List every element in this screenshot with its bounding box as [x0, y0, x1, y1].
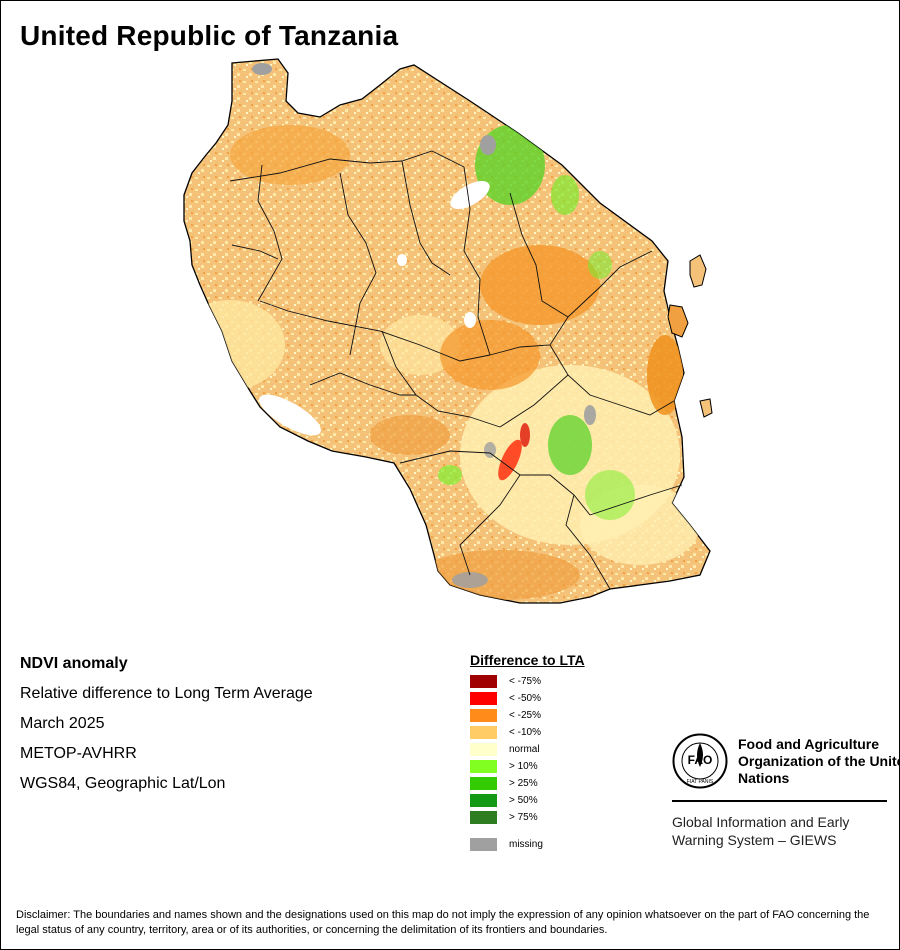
- legend-swatch: [470, 811, 497, 824]
- info-heading: NDVI anomaly: [20, 655, 128, 672]
- legend-item: < -75%: [470, 674, 585, 691]
- legend-item: > 10%: [470, 759, 585, 776]
- mafia-island: [699, 398, 713, 418]
- legend-swatch: [470, 743, 497, 756]
- legend-item: < -25%: [470, 708, 585, 725]
- legend-label: missing: [509, 839, 543, 850]
- legend-label: > 10%: [509, 761, 538, 772]
- info-line-3: METOP-AVHRR: [20, 745, 137, 762]
- legend-item: < -10%: [470, 725, 585, 742]
- legend-item: > 50%: [470, 793, 585, 810]
- legend-label: < -50%: [509, 693, 541, 704]
- legend-item: missing: [470, 837, 585, 854]
- legend-title: Difference to LTA: [470, 652, 585, 668]
- legend-swatch: [470, 794, 497, 807]
- legend-swatch: [470, 777, 497, 790]
- tanzania-ndvi-map: [183, 58, 713, 604]
- pemba-island: [689, 254, 707, 288]
- legend-item: normal: [470, 742, 585, 759]
- disclaimer: Disclaimer: The boundaries and names sho…: [16, 909, 870, 936]
- legend-item: > 75%: [470, 810, 585, 827]
- anomaly-patches: [184, 63, 700, 600]
- fao-emblem-icon: FAO FIAT PANIS: [672, 733, 728, 789]
- legend-label: < -25%: [509, 710, 541, 721]
- legend-label: > 75%: [509, 812, 538, 823]
- legend-item: > 25%: [470, 776, 585, 793]
- legend-swatch: [470, 692, 497, 705]
- fao-org-name: Food and Agriculture Organization of the…: [738, 736, 900, 786]
- legend-item: < -50%: [470, 691, 585, 708]
- fao-emblem-letters: FAO: [688, 753, 713, 767]
- info-line-2: March 2025: [20, 715, 105, 732]
- region-boundaries: [229, 150, 683, 590]
- map-title: United Republic of Tanzania: [20, 20, 399, 51]
- legend-swatch: [470, 760, 497, 773]
- legend-swatch: [470, 726, 497, 739]
- legend-label: < -75%: [509, 676, 541, 687]
- giews-name: Global Information and Early Warning Sys…: [672, 814, 850, 848]
- fao-emblem-motto: FIAT PANIS: [687, 779, 714, 785]
- legend: Difference to LTA < -75% < -50% < -25% < -1…: [470, 652, 585, 854]
- logo-divider: [672, 800, 887, 802]
- legend-label: > 25%: [509, 778, 538, 789]
- zanzibar-island: [667, 304, 689, 338]
- legend-swatch: [470, 675, 497, 688]
- legend-swatch: [470, 709, 497, 722]
- legend-swatch: [470, 838, 497, 851]
- map-info: NDVI anomaly Relative difference to Long…: [20, 655, 313, 805]
- legend-label: > 50%: [509, 795, 538, 806]
- info-line-4: WGS84, Geographic Lat/Lon: [20, 775, 226, 792]
- info-line-1: Relative difference to Long Term Average: [20, 685, 313, 702]
- legend-label: normal: [509, 744, 540, 755]
- legend-label: < -10%: [509, 727, 541, 738]
